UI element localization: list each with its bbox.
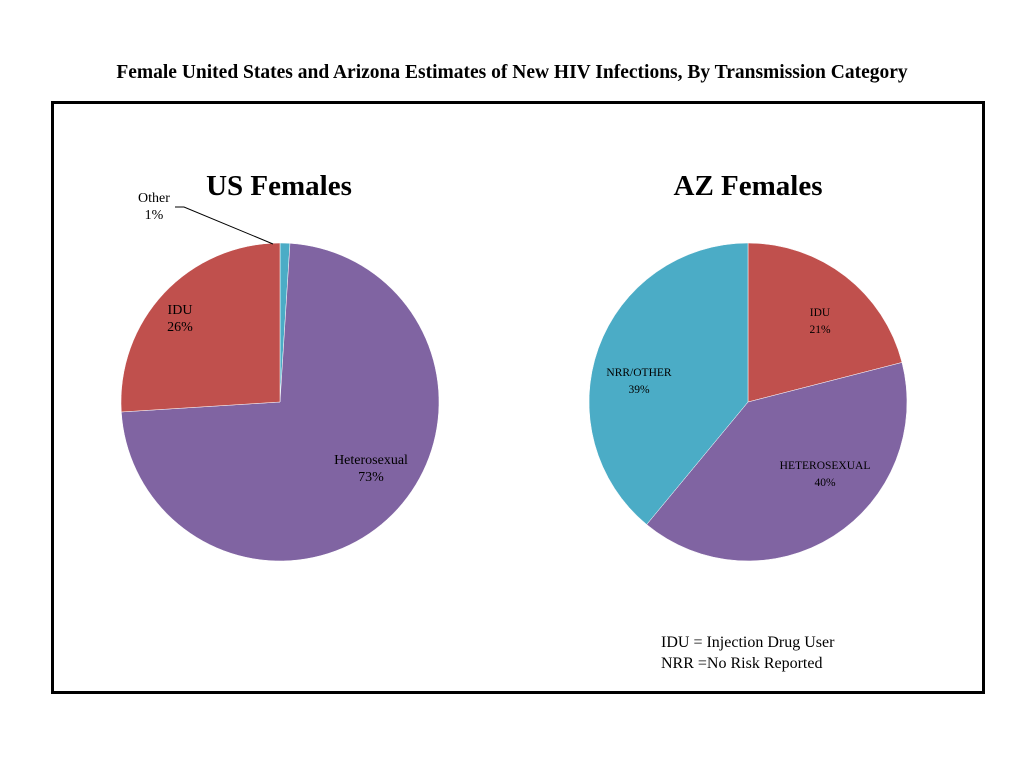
pie-slice-idu [747,242,903,403]
pie-slice-idu [120,242,281,413]
pie-slice-nrr-other [588,242,749,525]
leader-line [175,206,274,245]
slice-label-percent: 73% [358,470,384,485]
slice-label-percent: 21% [809,324,831,336]
slice-label-percent: 39% [628,384,650,396]
pie-chart-az: AZ Females IDU 21% HETEROSEXUAL 40% NRR/OTHER… [588,170,908,562]
slice-label-name: Heterosexual [334,453,408,468]
chart-frame: US Females Other 1% Heterosexual 73% IDU 26% AZ… [51,101,985,694]
slice-label-name: NRR/OTHER [606,367,672,379]
slice-label-percent: 26% [167,320,193,335]
chart-title: AZ Females [674,170,823,202]
chart-title: US Females [206,170,352,202]
abbreviation-note: IDU = Injection Drug User NRR =No Risk R… [661,632,834,674]
pie-slice-heterosexual [646,362,908,562]
slice-label-name: IDU [168,303,193,318]
pie-charts: US Females Other 1% Heterosexual 73% IDU 26% AZ… [120,170,908,562]
pie-chart-us: US Females Other 1% Heterosexual 73% IDU 26% [120,170,440,562]
page-title: Female United States and Arizona Estimat… [116,62,908,83]
slice-label-percent: 1% [145,208,164,223]
note-nrr: NRR =No Risk Reported [661,655,823,672]
slice-label-name: Other [138,191,170,206]
note-idu: IDU = Injection Drug User [661,634,835,651]
slice-label-name: IDU [810,307,831,319]
slice-label-percent: 40% [814,477,836,489]
slice-label-name: HETEROSEXUAL [780,460,871,472]
